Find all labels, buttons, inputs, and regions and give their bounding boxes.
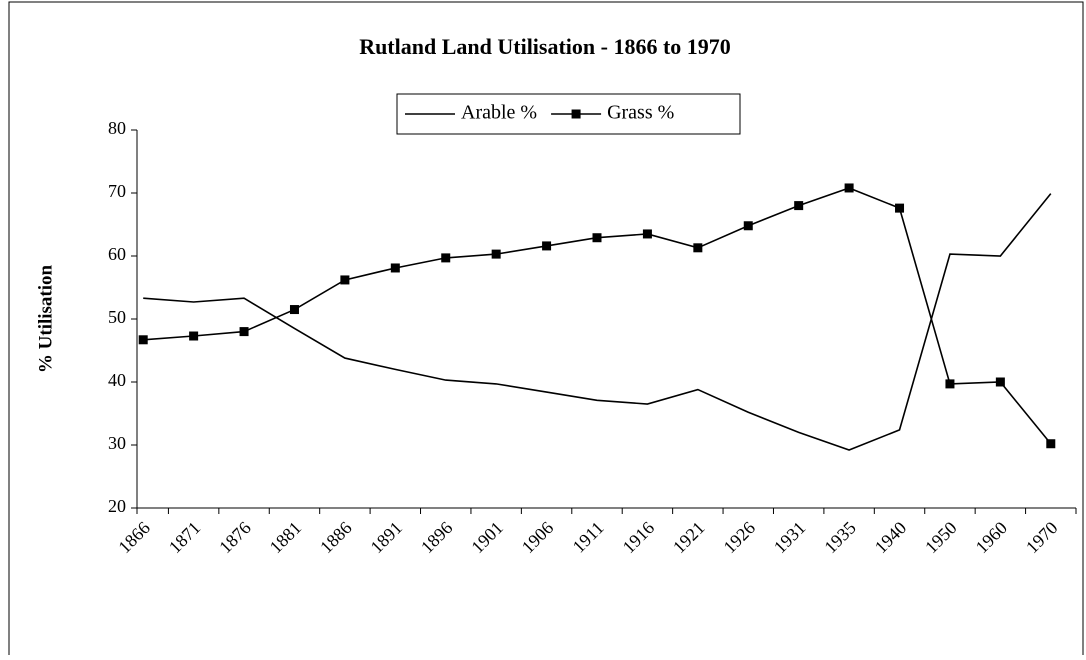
marker: [743, 221, 753, 231]
x-tick-label: 1866: [114, 518, 154, 558]
marker: [289, 305, 299, 315]
x-tick-label: 1950: [921, 518, 961, 558]
legend-label: Arable %: [461, 102, 537, 124]
marker: [592, 233, 602, 243]
x-tick-label: 1901: [467, 518, 507, 558]
marker: [995, 377, 1005, 387]
marker: [239, 327, 249, 337]
x-tick-label: 1876: [215, 518, 255, 558]
x-tick-label: 1886: [316, 518, 356, 558]
marker: [945, 379, 955, 389]
x-tick-label: 1871: [165, 518, 205, 558]
marker: [642, 229, 652, 239]
series-line: [143, 193, 1052, 451]
legend-label: Grass %: [607, 102, 674, 124]
x-tick-label: 1931: [770, 518, 810, 558]
marker: [794, 201, 804, 211]
y-tick-label: 80: [108, 118, 126, 138]
marker: [340, 275, 350, 285]
x-tick-label: 1926: [719, 518, 759, 558]
y-tick-label: 70: [108, 181, 126, 201]
y-tick-label: 60: [108, 244, 126, 264]
y-axis-label: % Utilisation: [35, 264, 56, 373]
x-tick-label: 1891: [366, 518, 406, 558]
marker: [693, 243, 703, 253]
x-tick-label: 1940: [871, 518, 911, 558]
marker: [189, 331, 199, 341]
x-tick-label: 1896: [417, 518, 457, 558]
y-tick-label: 40: [108, 370, 126, 390]
marker: [542, 241, 552, 251]
marker: [491, 249, 501, 259]
marker: [390, 263, 400, 273]
marker: [844, 183, 854, 193]
x-tick-label: 1921: [669, 518, 709, 558]
marker: [895, 203, 905, 213]
marker: [441, 253, 451, 263]
x-tick-label: 1881: [266, 518, 306, 558]
x-tick-label: 1911: [569, 518, 608, 557]
x-tick-label: 1916: [619, 518, 659, 558]
marker: [138, 335, 148, 345]
chart-title: Rutland Land Utilisation - 1866 to 1970: [359, 34, 731, 59]
y-tick-label: 20: [108, 496, 126, 516]
x-tick-label: 1970: [1022, 518, 1062, 558]
x-tick-label: 1935: [820, 518, 860, 558]
series-line: [143, 187, 1052, 445]
chart-border: [8, 1, 1084, 660]
y-tick-label: 30: [108, 433, 126, 453]
y-tick-label: 50: [108, 307, 126, 327]
x-tick-label: 1960: [972, 518, 1012, 558]
marker: [1046, 439, 1056, 449]
legend-marker: [571, 109, 581, 119]
x-tick-label: 1906: [518, 518, 558, 558]
